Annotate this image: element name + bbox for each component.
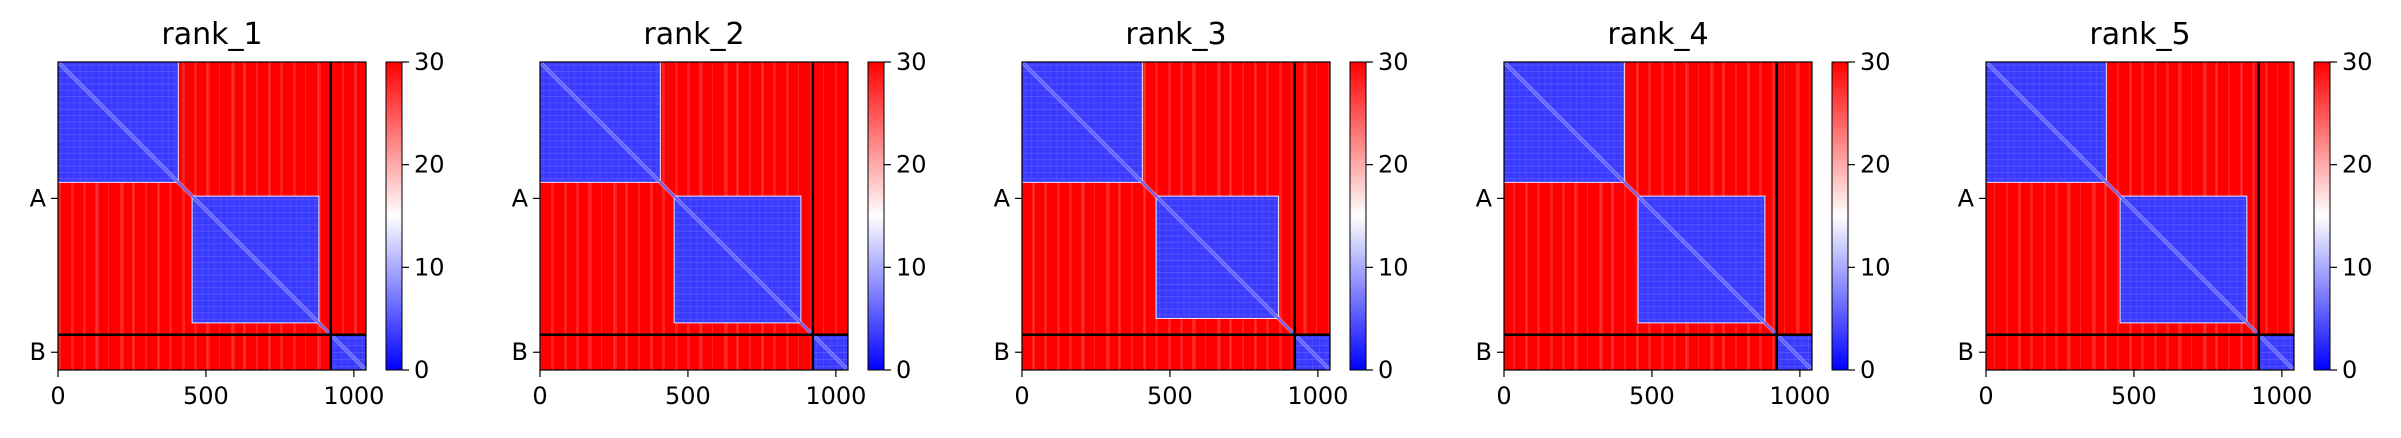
diagonal (1986, 62, 2294, 370)
block-texture (192, 196, 319, 323)
x-tick-label: 1000 (805, 382, 866, 410)
x-tick-label: 0 (1014, 382, 1029, 410)
panel-title: rank_2 (643, 17, 744, 52)
x-tick-label: 0 (50, 382, 65, 410)
x-tick-label: 1000 (2251, 382, 2312, 410)
diagonal (1504, 62, 1812, 370)
axes-frame (539, 61, 849, 371)
panel-title: rank_1 (161, 17, 262, 52)
y-tick-label-B: B (30, 338, 46, 366)
block-texture (1638, 196, 1765, 323)
colorbar-tick-label: 30 (414, 48, 445, 76)
colorbar-tick-label: 30 (896, 48, 927, 76)
colorbar-tick-label: 30 (1378, 48, 1409, 76)
block-texture (812, 334, 848, 370)
colorbar-tick-label: 20 (896, 151, 927, 179)
y-tick-label-B: B (1958, 338, 1974, 366)
diagonal (58, 62, 366, 370)
heatmap-cells (1504, 62, 1812, 370)
colorbar-tick-label: 30 (1860, 48, 1891, 76)
x-tick-label: 0 (1496, 382, 1511, 410)
axes-frame (1021, 61, 1331, 371)
heatmap-cells (58, 62, 366, 370)
diagonal (540, 62, 848, 370)
y-tick-label-B: B (1476, 338, 1492, 366)
diagonal (1022, 62, 1330, 370)
colorbar-tick-label: 20 (2342, 151, 2373, 179)
colorbar-tick-label: 10 (414, 253, 445, 281)
colorbar-tick-label: 0 (896, 356, 911, 384)
block-texture (1504, 62, 1624, 182)
block-texture (1022, 62, 1142, 182)
x-tick-label: 1000 (1287, 382, 1348, 410)
axes-frame (1503, 61, 1813, 371)
panel-title: rank_4 (1607, 17, 1708, 52)
colorbar-tick-label: 10 (896, 253, 927, 281)
block-texture (1294, 334, 1330, 370)
x-tick-label: 500 (665, 382, 711, 410)
y-tick-label-B: B (994, 338, 1010, 366)
heatmap-cells (1022, 62, 1330, 370)
x-tick-label: 1000 (323, 382, 384, 410)
x-tick-label: 0 (532, 382, 547, 410)
y-tick-label-A: A (30, 184, 47, 212)
block-texture (58, 62, 178, 182)
heatmap-cells (1986, 62, 2294, 370)
colorbar (867, 61, 885, 371)
x-tick-label: 500 (2111, 382, 2157, 410)
colorbar (2313, 61, 2331, 371)
y-tick-label-A: A (1958, 184, 1975, 212)
block-texture (674, 196, 801, 323)
block-texture (2120, 196, 2247, 323)
colorbar-tick-label: 20 (1860, 151, 1891, 179)
colorbar-tick-label: 20 (414, 151, 445, 179)
heatmap-cells (540, 62, 848, 370)
colorbar-tick-label: 10 (1860, 253, 1891, 281)
y-tick-label-A: A (512, 184, 529, 212)
x-tick-label: 1000 (1769, 382, 1830, 410)
y-tick-label-A: A (994, 184, 1011, 212)
x-tick-label: 500 (1629, 382, 1675, 410)
block-texture (330, 334, 366, 370)
block-texture (1776, 334, 1812, 370)
colorbar-tick-label: 0 (1860, 356, 1875, 384)
x-tick-label: 0 (1978, 382, 1993, 410)
y-tick-label-B: B (512, 338, 528, 366)
y-tick-label-A: A (1476, 184, 1493, 212)
axes-frame (1985, 61, 2295, 371)
colorbar (385, 61, 403, 371)
colorbar-tick-label: 10 (2342, 253, 2373, 281)
colorbar (1831, 61, 1849, 371)
colorbar-tick-label: 0 (1378, 356, 1393, 384)
colorbar (1349, 61, 1367, 371)
colorbar-tick-label: 10 (1378, 253, 1409, 281)
colorbar-tick-label: 0 (2342, 356, 2357, 384)
x-tick-label: 500 (1147, 382, 1193, 410)
colorbar-tick-label: 20 (1378, 151, 1409, 179)
axes-frame (57, 61, 367, 371)
colorbar-tick-label: 30 (2342, 48, 2373, 76)
panel-title: rank_5 (2089, 17, 2190, 52)
x-tick-label: 500 (183, 382, 229, 410)
colorbar-tick-label: 0 (414, 356, 429, 384)
panel-title: rank_3 (1125, 17, 1226, 52)
